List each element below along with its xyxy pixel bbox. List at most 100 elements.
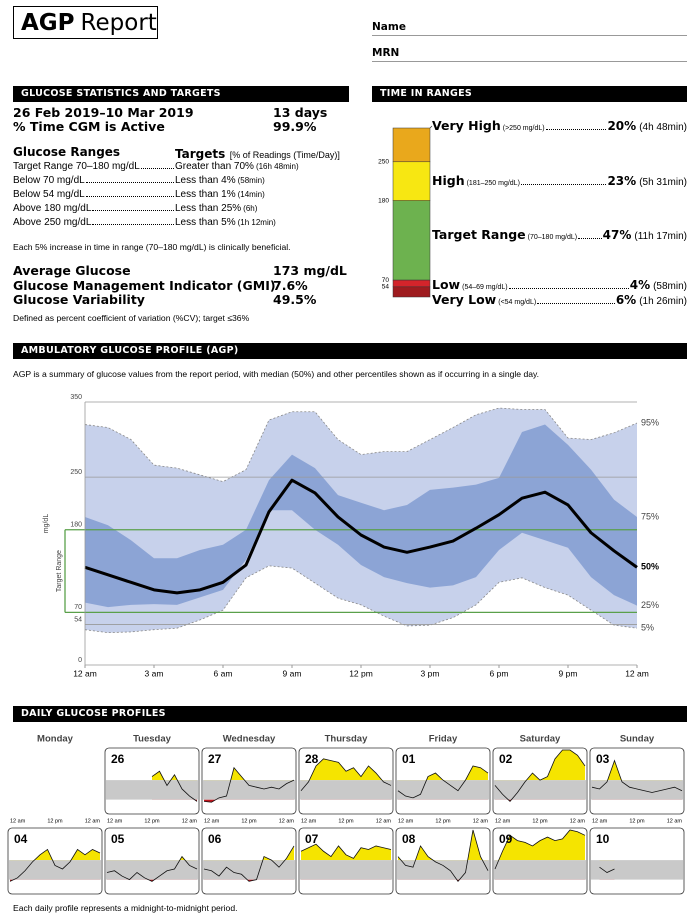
weekday-label: Friday [429, 734, 458, 745]
day-number: 02 [499, 752, 513, 766]
tir-percent: 47% [602, 228, 632, 242]
targets-header-group: Targets [% of Readings (Time/Day)] [175, 145, 340, 163]
cv-note: Defined as percent coefficient of variat… [13, 313, 250, 323]
title-bold: AGP [21, 10, 75, 36]
range-cell: Target Range 70–180 mg/dL [13, 161, 175, 172]
day-number: 27 [208, 752, 222, 766]
tir-boundary-label: 180 [378, 197, 389, 204]
day-high-area [599, 860, 615, 861]
target-value: Less than 4% [175, 175, 236, 186]
day-glucose-line [494, 749, 586, 802]
range-cell: Below 70 mg/dL [13, 175, 175, 186]
day-number: 08 [402, 832, 416, 846]
period-days: 13 days [273, 105, 328, 120]
leader [578, 238, 602, 239]
tir-duration: (58min) [653, 281, 687, 292]
metric-label: Average Glucose [13, 263, 131, 278]
tir-row: Very High (>250 mg/dL) 20% (4h 48min) [432, 118, 687, 133]
tir-row: Very Low (<54 mg/dL) 6% (1h 26min) [432, 292, 687, 307]
day-target-band [494, 780, 586, 800]
tir-duration: (11h 17min) [634, 231, 687, 242]
day-high-area [10, 849, 100, 861]
x-tick-label: 12 am [625, 668, 649, 678]
day-high-area [495, 750, 585, 781]
day-high-area [152, 771, 197, 781]
day-target-band [9, 860, 101, 880]
target-detail: (6h) [243, 204, 258, 213]
tir-range: (70–180 mg/dL) [527, 234, 578, 241]
tir-note: Each 5% increase in time in range (70–18… [13, 242, 291, 252]
metric-label: Glucose Variability [13, 292, 145, 307]
ranges-header: Glucose Ranges [13, 145, 121, 159]
day-glucose-line [397, 765, 489, 799]
percentile-label: 95% [641, 417, 659, 427]
metrics: Average Glucose 173 mg/dL Glucose Manageme… [13, 263, 349, 307]
target-rows: Target Range 70–180 mg/dL Greater than 70… [13, 161, 349, 231]
metric-value: 7.6% [273, 277, 308, 293]
percentile-label: 5% [641, 623, 654, 633]
tir-boundary-label: 250 [378, 159, 389, 166]
section-bar: GLUCOSE STATISTICS AND TARGETS [13, 86, 349, 102]
tir-boundary-label: 70 [382, 277, 390, 284]
target-value: Less than 5% [175, 217, 236, 228]
day-target-band [106, 860, 198, 880]
leader [140, 168, 174, 169]
tir-range: (<54 mg/dL) [498, 299, 537, 306]
day-axis-label: 12 pm [241, 818, 257, 824]
day-axis-label: 12 am [495, 818, 511, 824]
tir-segment [392, 286, 431, 298]
day-number: 06 [208, 832, 222, 846]
range-label: Target Range 70–180 mg/dL [13, 161, 140, 172]
day-target-band [397, 860, 489, 880]
day-number: 01 [402, 752, 416, 766]
day-glucose-line [494, 829, 586, 870]
day-high-area [301, 844, 391, 861]
y-tick-label: 250 [70, 469, 82, 476]
range-label: Below 70 mg/dL [13, 175, 85, 186]
day-glucose-line [300, 758, 392, 792]
tir-category: Low [432, 277, 461, 292]
report-title: AGP Report [13, 6, 158, 39]
day-target-band [106, 780, 198, 800]
p5-line [84, 565, 638, 634]
tir-category: Very High [432, 118, 501, 133]
section-bar: TIME IN RANGES [372, 86, 687, 102]
period: 26 Feb 2019–10 Mar 2019 [13, 105, 194, 120]
tir-row: Target Range (70–180 mg/dL) 47% (11h 17min) [432, 227, 687, 242]
target-value: Less than 1% [175, 189, 236, 200]
target-value: Less than 25% [175, 203, 242, 214]
day-number: 04 [14, 832, 28, 846]
tir-boundary-label: 54 [382, 284, 390, 291]
day-glucose-line [591, 759, 683, 793]
day-glucose-line [203, 766, 295, 803]
leader [508, 288, 629, 289]
day-target-band [397, 780, 489, 800]
y-axis-label: mg/dL [43, 514, 50, 534]
mrn-label: MRN [372, 47, 400, 59]
target-detail: (16h 48min) [255, 162, 299, 171]
day-glucose-line [106, 855, 198, 882]
percentile-label: 25% [641, 600, 659, 610]
tir-segment [392, 127, 431, 163]
median-line [84, 478, 638, 595]
range-label: Above 180 mg/dL [13, 203, 92, 214]
day-axis-label: 12 am [570, 818, 586, 824]
tir-range: (>250 mg/dL) [502, 125, 545, 132]
weekday-label: Tuesday [133, 734, 172, 745]
name-label: Name [372, 21, 406, 33]
day-high-area [398, 765, 488, 781]
section-bar: DAILY GLUCOSE PROFILES [13, 706, 687, 722]
day-axis-label: 12 am [279, 818, 295, 824]
day-high-area [495, 830, 585, 861]
tir-category: Very Low [432, 292, 497, 307]
weekday-label: Wednesday [223, 734, 276, 745]
weekday-label: Thursday [325, 734, 368, 745]
tir-percent: 6% [615, 293, 637, 307]
day-glucose-line [203, 845, 295, 882]
target-row: Above 250 mg/dL Less than 5% (1h 12min) [13, 217, 349, 231]
day-axis-label: 12 pm [144, 818, 160, 824]
tir-row: High (181–250 mg/dL) 23% (5h 31min) [432, 173, 687, 188]
range-label: Below 54 mg/dL [13, 189, 85, 200]
tir-duration: (5h 31min) [639, 177, 687, 188]
tir-duration: (4h 48min) [639, 122, 687, 133]
